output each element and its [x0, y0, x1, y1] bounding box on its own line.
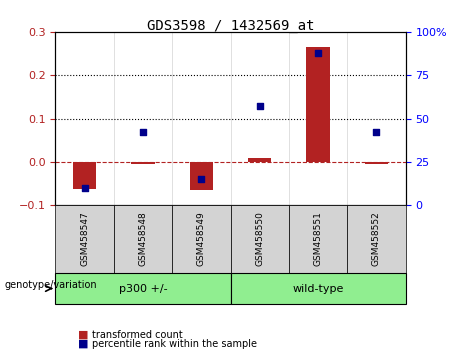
Point: [81, 185, 88, 191]
Point: [314, 50, 322, 56]
Text: GSM458550: GSM458550: [255, 211, 264, 267]
Text: GSM458547: GSM458547: [80, 212, 89, 266]
Point: [256, 104, 263, 109]
Point: [373, 130, 380, 135]
Bar: [307, 47, 330, 162]
Bar: [248, 158, 272, 162]
Text: GDS3598 / 1432569_at: GDS3598 / 1432569_at: [147, 19, 314, 34]
Text: genotype/variation: genotype/variation: [5, 280, 97, 290]
Text: GSM458548: GSM458548: [138, 212, 148, 266]
Text: ■: ■: [78, 339, 89, 349]
Text: percentile rank within the sample: percentile rank within the sample: [92, 339, 257, 349]
Text: ■: ■: [78, 330, 89, 339]
Text: GSM458551: GSM458551: [313, 211, 323, 267]
Bar: [365, 162, 388, 164]
Text: GSM458552: GSM458552: [372, 212, 381, 266]
Bar: [189, 162, 213, 190]
Text: p300 +/-: p300 +/-: [118, 284, 167, 293]
Point: [198, 176, 205, 182]
Bar: [73, 162, 96, 189]
Bar: [131, 162, 154, 164]
Text: transformed count: transformed count: [92, 330, 183, 339]
Text: wild-type: wild-type: [292, 284, 344, 293]
Text: GSM458549: GSM458549: [197, 212, 206, 266]
Point: [139, 130, 147, 135]
